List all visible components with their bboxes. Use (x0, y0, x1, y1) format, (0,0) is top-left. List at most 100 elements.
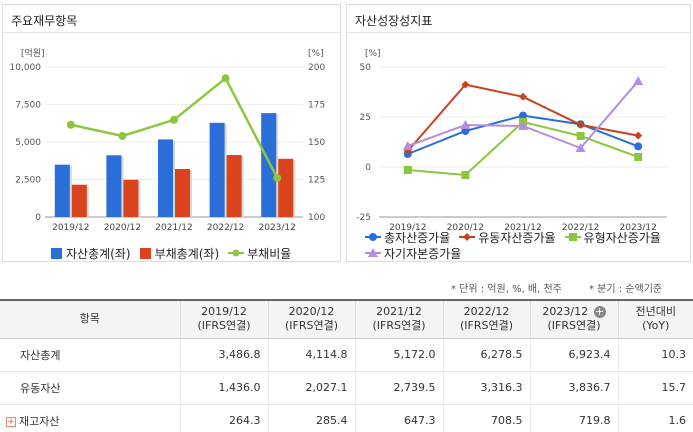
series-point (403, 166, 412, 174)
divider (3, 32, 340, 33)
x-tick-label: 2020/12 (104, 223, 141, 233)
bar (54, 164, 70, 217)
y-tick-label: 25 (360, 113, 371, 123)
table-header-row: 항목 2019/12 (IFRS연결) 2020/12 (IFRS연결) 2021/… (0, 299, 693, 339)
quarter-note: * 분기 : 순액기준 (589, 284, 663, 295)
x-tick-label: 2022/12 (562, 223, 599, 233)
legend-swatch (564, 233, 581, 241)
expand-icon[interactable]: + (6, 416, 16, 427)
x-tick-label: 2021/12 (504, 223, 541, 233)
header-2023: 2023/12 + (IFRS연결) (529, 299, 618, 339)
legend-swatch (365, 233, 381, 241)
financial-items-panel: 주요재무항목 [억원] [%] 0 2,500 5,000 7,500 10,000 100 1… (2, 4, 341, 262)
legend-swatch (365, 248, 381, 257)
legend-marker (368, 248, 378, 257)
table-row: 유동자산 1,436.0 2,027.1 2,739.5 3,316.3 3,8… (0, 371, 693, 405)
legend-item[interactable]: 부채총계(좌) (139, 245, 220, 261)
ratio-point (273, 174, 282, 182)
y-left-tick-label: 5,000 (15, 138, 41, 148)
table-cell: 708.5 (442, 404, 530, 432)
add-column-icon[interactable]: + (593, 305, 606, 319)
y-right-tick-label: 125 (308, 176, 325, 186)
series-point (518, 121, 528, 130)
legend-label: 유동자산증가율 (478, 230, 556, 245)
series-point (634, 131, 643, 140)
legend-item[interactable]: 자기자본증가율 (365, 245, 461, 261)
y-right-tick-label: 175 (308, 101, 325, 111)
table-cell: 5,172.0 (354, 338, 443, 372)
table-row: + 재고자산 264.3 285.4 647.3 708.5 719.8 1.6 (0, 404, 693, 432)
header-label: 2021/12 (376, 305, 422, 319)
bar (226, 155, 242, 217)
header-label: 2023/12 (542, 305, 589, 319)
header-yoy: 전년대비 (YoY) (617, 299, 693, 339)
bar (106, 155, 122, 217)
ratio-point (118, 132, 127, 140)
y-right-unit: [%] (308, 49, 324, 59)
header-2022: 2022/12 (IFRS연결) (442, 299, 530, 339)
header-2019: 2019/12 (IFRS연결) (179, 299, 268, 339)
header-label: 2022/12 (463, 305, 510, 319)
y-left-tick-label: 2,500 (15, 176, 41, 186)
bar (261, 113, 277, 217)
series-point (461, 80, 470, 89)
table-cell: 285.4 (267, 404, 355, 432)
legend-swatch (459, 233, 476, 241)
bar (123, 179, 139, 217)
table-cell: 719.8 (529, 404, 618, 432)
legend-label: 자기자본증가율 (384, 246, 462, 261)
header-2021: 2021/12 (IFRS연결) (354, 299, 443, 339)
y-left-unit: [억원] (21, 47, 45, 59)
y-left-tick-label: 7,500 (15, 101, 41, 111)
bar (158, 139, 173, 217)
header-sublabel: (YoY) (642, 319, 670, 333)
table-cell: 647.3 (354, 404, 443, 432)
table-cell: 10.3 (617, 338, 693, 372)
bar (278, 158, 294, 217)
series-point (402, 141, 413, 150)
x-tick-label: 2020/12 (447, 223, 484, 233)
legend-swatch (228, 249, 245, 257)
series-point (576, 120, 585, 129)
panel-title: 자산성장성지표 (355, 14, 433, 28)
legend-item[interactable]: 유동자산증가율 (459, 229, 556, 245)
table-cell: 3,836.7 (529, 371, 618, 405)
x-tick-label: 2019/12 (389, 223, 426, 233)
legend-marker (369, 233, 377, 241)
header-label: 2019/12 (201, 305, 247, 319)
series-point (461, 171, 470, 179)
legend-item[interactable]: 총자산증가율 (365, 229, 450, 245)
table-cell: 2,027.1 (267, 371, 355, 405)
y-left-tick-label: 10,000 (10, 63, 42, 73)
bar (175, 169, 190, 217)
y-tick-label: 50 (360, 63, 372, 73)
header-sublabel: (IFRS연결) (197, 319, 251, 333)
bar (71, 184, 87, 217)
ratio-point (66, 120, 75, 129)
legend-item[interactable]: 유형자산증가율 (564, 229, 661, 245)
legend-item[interactable]: 자산총계(좌) (51, 245, 131, 261)
row-label-expandable[interactable]: + 재고자산 (0, 404, 180, 432)
table-cell: 15.7 (617, 371, 693, 405)
table-cell: 6,923.4 (529, 338, 618, 372)
table-row: 자산총계 3,486.8 4,114.8 5,172.0 6,278.5 6,9… (0, 338, 693, 372)
table-cell: 1,436.0 (179, 371, 268, 405)
ratio-point (170, 115, 178, 124)
legend-label: 자산총계(좌) (66, 246, 131, 261)
table-cell: 2,739.5 (354, 371, 443, 405)
legend-label: 부채총계(좌) (154, 246, 220, 261)
financial-chart-legend: 자산총계(좌) 부채총계(좌) 부채비율 (51, 245, 300, 261)
financial-table: 항목 2019/12 (IFRS연결) 2020/12 (IFRS연결) 2021/… (0, 299, 693, 432)
x-tick-label: 2022/12 (207, 223, 244, 233)
table-cell: 4,114.8 (267, 338, 355, 372)
legend-label: 부채비율 (247, 246, 292, 261)
legend-swatch (139, 247, 151, 259)
legend-item[interactable]: 부채비율 (228, 245, 291, 261)
y-left-tick-label: 0 (35, 213, 41, 223)
header-label: 전년대비 (635, 305, 676, 319)
x-tick-label: 2019/12 (52, 223, 89, 233)
header-2020: 2020/12 (IFRS연결) (267, 299, 355, 339)
table-cell: 3,316.3 (442, 371, 530, 405)
unit-note: * 단위 : 억원, %, 배, 천주 (451, 284, 562, 295)
